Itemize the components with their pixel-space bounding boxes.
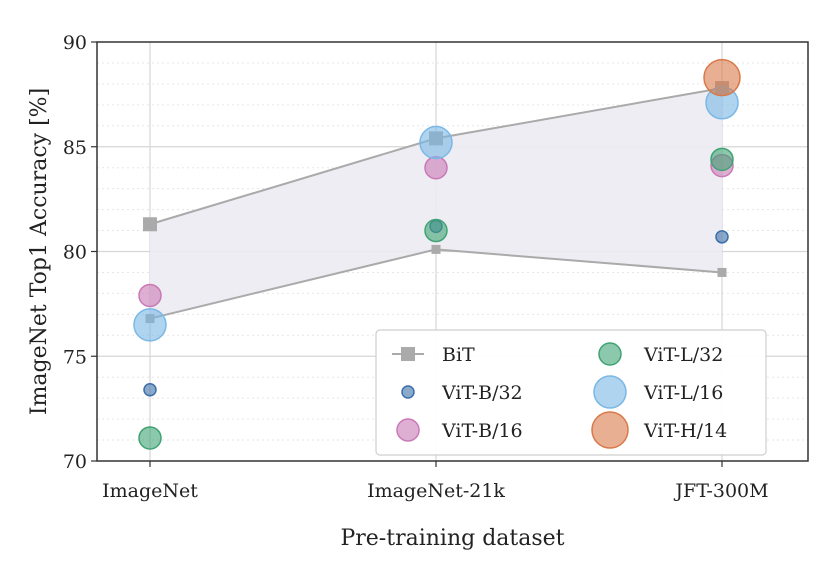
bit-marker <box>143 217 157 232</box>
legend-label: ViT-B/32 <box>441 382 523 404</box>
point-vit-l-32 <box>710 147 734 172</box>
x-axis-label: Pre-training dataset <box>340 526 564 551</box>
y-tick-label: 75 <box>63 346 87 368</box>
legend-label: BiT <box>442 344 475 366</box>
x-tick-label: JFT-300M <box>673 480 768 502</box>
y-tick-label: 85 <box>63 137 87 159</box>
x-tick-label: ImageNet-21k <box>367 480 505 502</box>
legend-marker-vit-b-16 <box>396 418 420 442</box>
legend-label: ViT-L/32 <box>643 344 723 366</box>
legend-marker-vit-h-14 <box>591 411 629 449</box>
legend-marker-vit-b-32 <box>401 385 415 399</box>
point-vit-l-16 <box>419 125 453 160</box>
y-tick-label: 70 <box>63 451 87 473</box>
legend-marker-vit-l-32 <box>598 342 622 366</box>
legend-label: ViT-L/16 <box>643 382 723 404</box>
bit-marker <box>431 244 441 254</box>
data-points <box>133 58 741 450</box>
legend-marker-vit-l-16 <box>593 375 627 409</box>
y-tick-labels: 70 75 80 85 90 <box>63 32 97 473</box>
legend-box <box>375 329 767 456</box>
x-tick-label: ImageNet <box>102 480 198 502</box>
point-vit-b-32 <box>143 383 157 397</box>
point-vit-l-32 <box>424 218 448 243</box>
point-vit-b-16 <box>138 283 162 308</box>
bit-marker <box>717 267 727 277</box>
legend: BiT ViT-B/32 ViT-B/16 ViT-L/32 ViT-L/16 ViT-H… <box>375 329 767 456</box>
x-tick-labels: ImageNet ImageNet-21k JFT-300M <box>102 461 769 502</box>
y-tick-label: 90 <box>63 32 87 54</box>
point-vit-l-32 <box>138 426 162 450</box>
legend-marker-bit-square <box>401 347 415 361</box>
point-vit-b-32 <box>715 230 729 244</box>
legend-label: ViT-B/16 <box>441 420 523 442</box>
point-vit-l-16 <box>133 308 167 342</box>
point-vit-h-14 <box>703 58 741 97</box>
y-axis-label: ImageNet Top1 Accuracy [%] <box>27 88 52 415</box>
legend-label: ViT-H/14 <box>643 420 727 442</box>
y-tick-label: 80 <box>63 242 87 264</box>
point-vit-b-16 <box>424 155 448 180</box>
